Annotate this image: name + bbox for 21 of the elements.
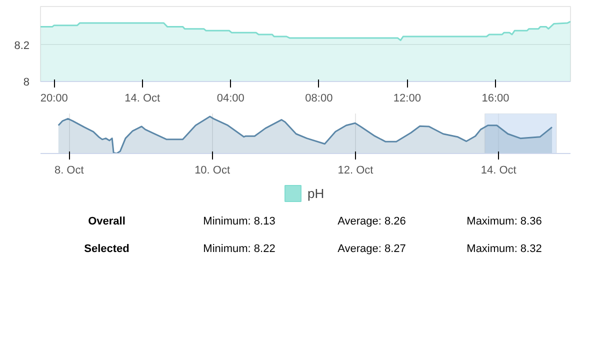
x-tick-label: 14. Oct bbox=[480, 164, 516, 176]
x-tick-label: 12. Oct bbox=[338, 164, 374, 176]
x-tick-label: 10. Oct bbox=[194, 164, 230, 176]
x-tick-label: 8. Oct bbox=[54, 164, 84, 176]
text: Minimum: 8.22 bbox=[203, 242, 276, 255]
text: Average: 8.26 bbox=[338, 215, 406, 228]
y-tick-label: 8 bbox=[23, 76, 30, 88]
text: Maximum: 8.36 bbox=[466, 215, 542, 228]
x-tick-label: 16:00 bbox=[482, 92, 510, 104]
x-tick-label: 20:00 bbox=[40, 92, 68, 104]
text: Maximum: 8.32 bbox=[466, 242, 542, 255]
text: Average: 8.27 bbox=[338, 242, 406, 255]
x-tick-label: 12:00 bbox=[393, 92, 421, 104]
text: Minimum: 8.13 bbox=[203, 215, 276, 228]
x-tick-label: 08:00 bbox=[305, 92, 333, 104]
x-tick-label: 14. Oct bbox=[124, 92, 160, 104]
text: Selected bbox=[84, 242, 130, 255]
legend-label: pH bbox=[308, 186, 326, 200]
x-tick-label: 04:00 bbox=[216, 92, 244, 104]
text: Overall bbox=[88, 215, 126, 228]
y-tick-label: 8.2 bbox=[14, 40, 30, 52]
